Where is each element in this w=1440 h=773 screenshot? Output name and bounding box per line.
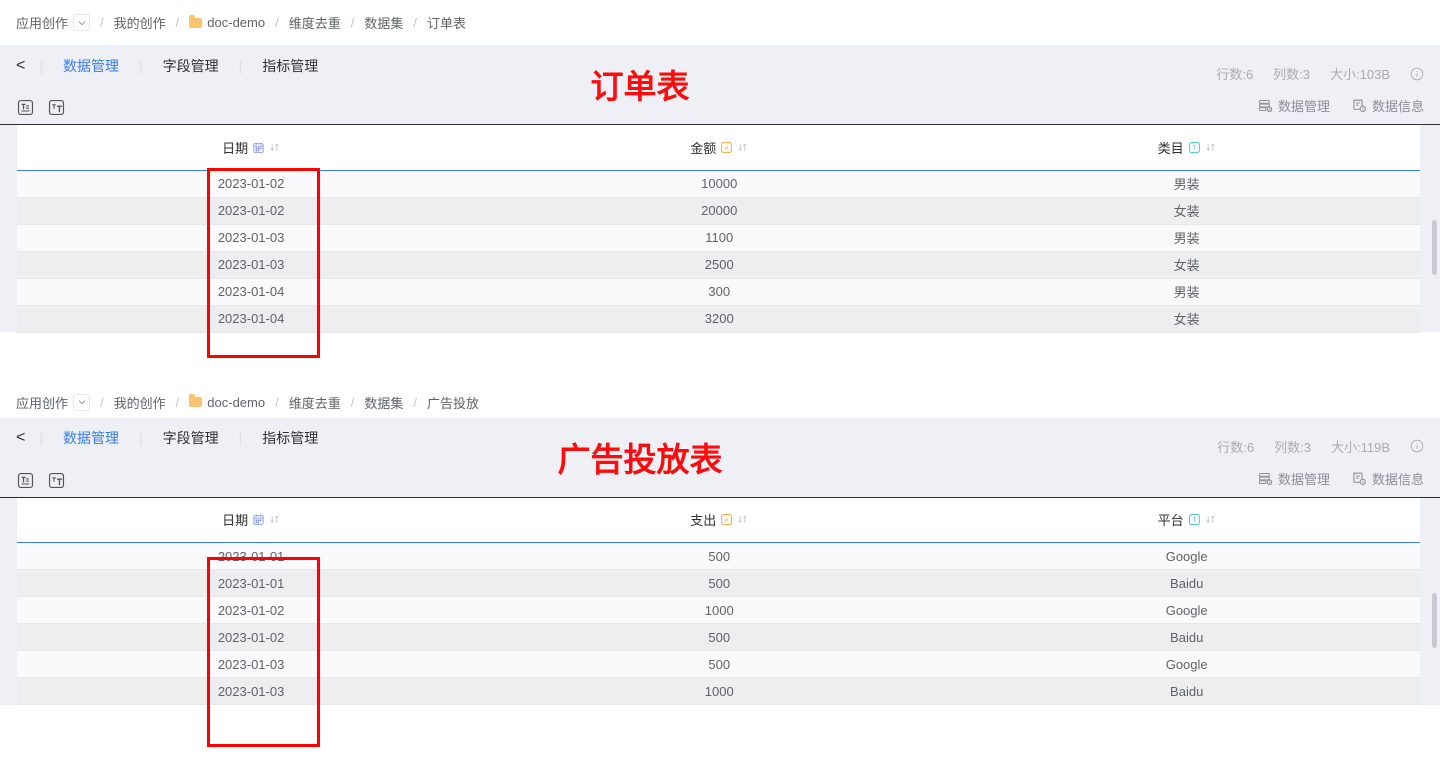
svg-text:T: T — [1192, 518, 1196, 524]
svg-text:#: # — [725, 517, 729, 524]
svg-text:T: T — [1192, 146, 1196, 152]
svg-text:#: # — [725, 145, 729, 152]
